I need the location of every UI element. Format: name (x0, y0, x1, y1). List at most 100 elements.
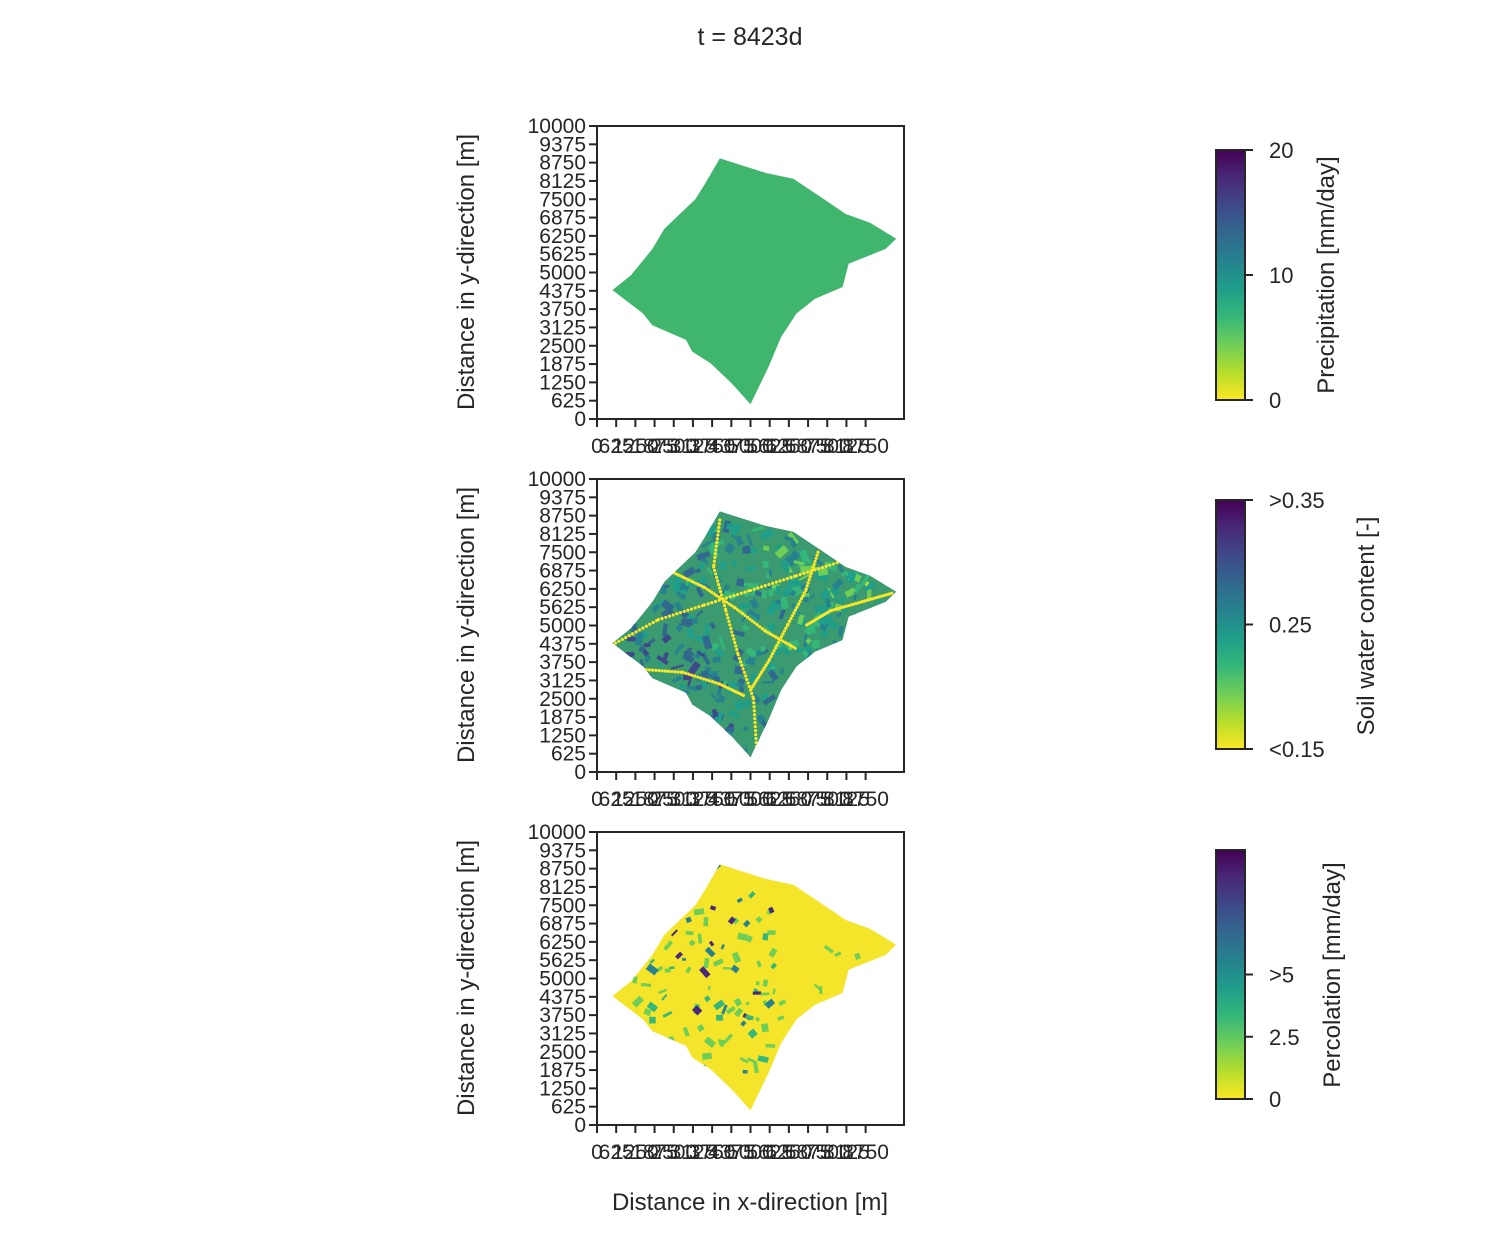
stream-dot (785, 623, 789, 628)
soil-water-cell (697, 581, 711, 589)
y-tick-label: 8750 (539, 505, 586, 528)
stream-dot (880, 594, 884, 598)
stream-dot (852, 602, 856, 606)
stream-dot (756, 586, 760, 590)
stream-dot (815, 553, 819, 557)
stream-dot (847, 603, 851, 608)
soil-water-cell (819, 621, 829, 632)
stream-dot (753, 725, 757, 729)
stream-dot (715, 579, 720, 583)
x-tick-label: 2500 (650, 435, 697, 458)
x-tick-label: 5625 (746, 1141, 793, 1164)
percolation-cell (703, 917, 709, 927)
soil-water-cell (869, 607, 881, 617)
percolation-cell (777, 1015, 785, 1021)
percolation-cell (752, 1061, 759, 1074)
percolation-cell (709, 905, 717, 911)
soil-water-cell (742, 545, 751, 554)
soil-water-cell (682, 650, 695, 661)
y-tick-label: 4375 (539, 986, 586, 1009)
stream-dot (812, 562, 816, 567)
stream-dot (716, 582, 721, 587)
soil-water-cell (626, 636, 636, 642)
colorbar-tick-label: 20 (1269, 138, 1293, 163)
stream-dot (738, 610, 742, 614)
stream-dot (713, 568, 717, 573)
soil-water-cell (700, 679, 708, 690)
y-tick-label: 5000 (539, 615, 586, 638)
y-tick-label: 2500 (539, 688, 586, 711)
stream-dot (720, 596, 725, 601)
soil-water-cell (762, 694, 777, 706)
x-tick-label: 0 (591, 435, 603, 458)
x-tick-label: 3125 (670, 1141, 717, 1164)
stream-dot (749, 687, 753, 691)
precipitation-x-ticks: 0625125018752500312537504375500056256250… (591, 419, 889, 458)
colorbar-precipitation: 0 10 20 Precipitation [mm/day] (1215, 138, 1340, 413)
stream-dot (764, 663, 768, 667)
stream-dot (660, 669, 664, 673)
percolation-cell (662, 1010, 673, 1018)
stream-dot (627, 633, 631, 638)
soil-water-cell (682, 566, 696, 579)
stream-dot (764, 629, 768, 633)
soil-water-cell (788, 579, 802, 588)
x-tick-label: 6250 (766, 1141, 813, 1164)
stream-dot (868, 597, 872, 602)
colorbar-tick-label: >5 (1269, 963, 1294, 988)
soil-water-cell (622, 652, 635, 658)
x-tick-label: 6875 (785, 788, 832, 811)
stream-dot (759, 670, 764, 674)
stream-dot (681, 575, 686, 580)
stream-dot (737, 656, 742, 660)
percolation-cell (708, 940, 715, 947)
stream-dot (651, 668, 655, 672)
percolation-cell (631, 995, 644, 1008)
x-tick-label: 8750 (842, 1141, 889, 1164)
percolation-cell (716, 1014, 724, 1021)
colorbar-precipitation-gradient (1215, 149, 1246, 401)
soil-water-cell (805, 637, 812, 645)
y-tick-label: 2500 (539, 1041, 586, 1064)
x-tick-label: 1875 (631, 788, 678, 811)
y-tick-label: 10000 (528, 821, 586, 844)
stream-dot (842, 605, 846, 609)
stream-dot (844, 604, 848, 608)
soil-water-cell (798, 549, 810, 564)
stream-dot (644, 624, 648, 628)
stream-dot (743, 674, 748, 678)
stream-dot (755, 623, 759, 627)
soil-water-cell (736, 578, 745, 587)
percolation-cell (696, 1024, 705, 1032)
percolation-cell (731, 951, 742, 964)
x-tick-label: 7500 (804, 1141, 851, 1164)
soil-water-cell (686, 627, 695, 639)
stream-dot (733, 640, 737, 645)
stream-dot (704, 678, 709, 682)
percolation-cell (727, 916, 736, 925)
stream-network (613, 518, 894, 749)
x-tick-label: 0 (591, 788, 603, 811)
soil-water-cell (831, 622, 839, 630)
percolation-cell (645, 963, 659, 976)
stream-dot (854, 601, 858, 606)
stream-dot (687, 672, 691, 676)
stream-dot (773, 646, 778, 650)
stream-dot (788, 643, 793, 648)
x-tick-label: 1875 (631, 435, 678, 458)
percolation-cell (671, 929, 678, 937)
stream-dot (663, 669, 667, 673)
soil-water-cell (825, 597, 831, 608)
stream-dot (721, 600, 726, 604)
x-tick-label: 5625 (746, 788, 793, 811)
stream-dot (674, 572, 678, 576)
percolation-cell (770, 962, 777, 970)
y-tick-label: 6250 (539, 931, 586, 954)
stream-dot (816, 550, 820, 554)
stream-dot (809, 571, 813, 576)
percolation-cell (746, 1057, 758, 1065)
stream-dot (753, 717, 757, 721)
stream-dot (716, 533, 720, 537)
y-tick-label: 7500 (539, 541, 586, 564)
stream-dot (637, 628, 642, 632)
